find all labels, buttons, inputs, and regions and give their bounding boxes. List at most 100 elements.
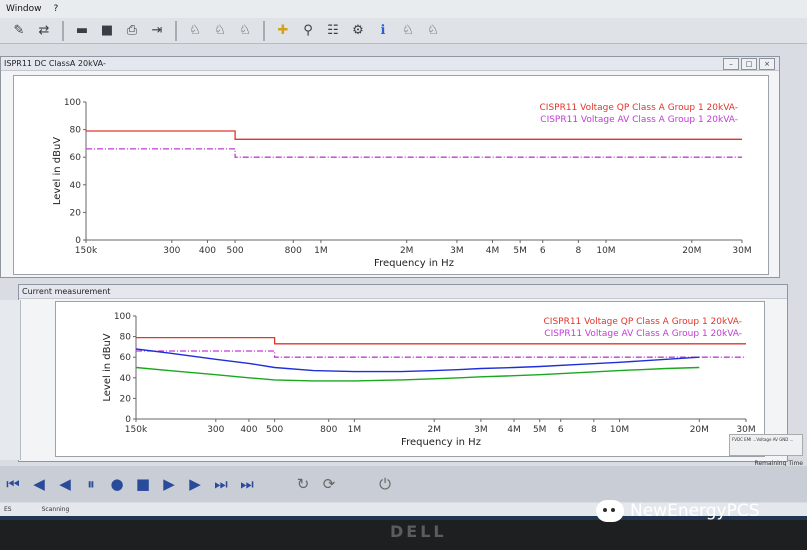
info-icon[interactable]: ℹ (380, 23, 386, 38)
power-icon[interactable]: ⏻ (379, 475, 391, 493)
x-tick-label: 10M (596, 246, 615, 256)
x-tick-label: 20M (682, 246, 701, 256)
back-icon[interactable]: ◀ (59, 475, 71, 493)
x-tick-label: 1M (348, 425, 362, 435)
y-tick-label: 60 (70, 153, 82, 163)
x-tick-label: 20M (690, 425, 709, 435)
toolbar-divider (263, 20, 265, 41)
qp-limit-line (86, 130, 742, 140)
pause-icon[interactable]: ⏸ (87, 475, 95, 493)
x-tick-label: 30M (736, 425, 755, 435)
y-tick-label: 0 (75, 236, 81, 246)
watermark: NewEnergyPCS (596, 500, 760, 522)
record-icon[interactable]: ● (110, 475, 124, 493)
x-tick-label: 500 (226, 246, 243, 256)
x-tick-label: 800 (285, 246, 302, 256)
x-tick-label: 5M (533, 425, 547, 435)
x-tick-label: 4M (486, 246, 500, 256)
y-axis-label: Level in dBuV (102, 333, 113, 401)
stop-icon[interactable]: ■ (135, 475, 151, 493)
forward-icon[interactable]: ▶ (189, 475, 201, 493)
probe-icon[interactable]: ♘ (402, 23, 414, 38)
bottom-chart-window: Current measurement 100 80 60 40 20 0 150k 300 4… (18, 284, 788, 462)
stop-square-icon[interactable]: ■ (100, 23, 114, 38)
x-tick-label: 400 (240, 425, 257, 435)
x-tick-label: 8 (591, 425, 597, 435)
playback-bar: ⏮ ◀ ◀ ⏸ ● ■ ▶ ▶ ⏭ ⏭ ↻ ⟳ ⏻ (0, 466, 807, 502)
status-scanning: Scanning (41, 506, 70, 513)
bottom-window-title: Current measurement (19, 285, 787, 299)
av-limit-line (86, 148, 742, 158)
legend-entry: CISPR11 Voltage AV Class A Group 1 20kVA… (544, 329, 742, 339)
x-tick-label: 500 (266, 425, 283, 435)
x-axis-label: Frequency in Hz (374, 258, 454, 269)
settings-icon[interactable]: ⚙ (352, 23, 364, 38)
bottom-plot-frame: 100 80 60 40 20 0 150k 300 400 500 800 1M 2M 3M 4M 5M 6 8… (55, 301, 765, 457)
step-forward-icon[interactable]: ⏭ (214, 475, 228, 493)
top-plot-frame: 100 80 60 40 20 0 150k 300 400 500 800 1M 2M 3M 4M 5M 6 8… (13, 75, 769, 275)
end-icon[interactable]: ⏭ (240, 475, 254, 493)
sync-icon[interactable]: ⟳ (322, 475, 336, 493)
watermark-text: NewEnergyPCS (630, 501, 760, 521)
y-tick-label: 20 (70, 208, 82, 218)
x-tick-label: 2M (400, 246, 414, 256)
y-tick-label: 100 (64, 98, 81, 108)
monitor-brand-logo: DELL (390, 522, 447, 541)
y-tick-label: 100 (114, 312, 131, 322)
probe-icon[interactable]: ♘ (239, 23, 251, 38)
y-tick-label: 80 (70, 126, 82, 136)
maximize-button[interactable]: □ (741, 58, 757, 70)
monitor-bezel (0, 520, 807, 550)
top-chart-window: ISPR11 DC ClassA 20kVA- – □ × 100 80 60 40 2… (0, 56, 780, 278)
probe-icon[interactable]: ♘ (427, 23, 439, 38)
x-tick-label: 150k (75, 246, 98, 256)
x-tick-label: 300 (163, 246, 180, 256)
probe-icon[interactable]: ♘ (189, 23, 201, 38)
x-tick-label: 3M (474, 425, 488, 435)
legend-entry: CISPR11 Voltage QP Class A Group 1 20kVA… (544, 317, 743, 327)
list-icon[interactable]: ☷ (327, 23, 339, 38)
cursor-cross-icon[interactable]: ✚ (277, 23, 289, 38)
play-icon[interactable]: ▶ (163, 475, 175, 493)
y-axis-label: Level in dBuV (52, 137, 63, 205)
step-back-icon[interactable]: ◀ (33, 475, 45, 493)
x-tick-label: 1M (314, 246, 328, 256)
info-box: FVDC EMI ...Voltage AV GND ... (729, 434, 803, 456)
x-tick-label: 400 (199, 246, 216, 256)
close-button[interactable]: × (759, 58, 775, 70)
screen: Window ? ✎ ⇄ ▬ ■ ⎙ ⇥ ♘ ♘ ♘ ✚ ⚲ ☷ ⚙ ℹ ♘ ♘… (0, 0, 807, 520)
y-tick-label: 20 (120, 394, 132, 404)
x-tick-label: 6 (558, 425, 564, 435)
x-tick-label: 2M (427, 425, 441, 435)
folder-icon[interactable]: ▬ (75, 23, 89, 38)
remaining-time-label: Remaining Time (754, 460, 803, 467)
probe-icon[interactable]: ♘ (214, 23, 226, 38)
qp-trace-line (135, 348, 700, 373)
exit-icon[interactable]: ⇥ (151, 23, 163, 38)
av-trace-line (135, 366, 700, 382)
print-icon[interactable]: ⎙ (126, 23, 138, 38)
legend-entry: CISPR11 Voltage QP Class A Group 1 20kVA… (540, 103, 739, 113)
x-axis-label: Frequency in Hz (401, 437, 481, 448)
side-panel (0, 300, 21, 460)
rewind-start-icon[interactable]: ⏮ (6, 475, 20, 493)
status-left: ES (4, 506, 12, 513)
menu-window[interactable]: Window (6, 4, 42, 14)
export-icon[interactable]: ⇄ (38, 23, 50, 38)
report-icon[interactable]: ✎ (13, 23, 25, 38)
menu-help[interactable]: ? (53, 4, 59, 14)
qp-limit-line (136, 336, 746, 345)
refresh-icon[interactable]: ↻ (296, 475, 310, 493)
x-tick-label: 10M (610, 425, 629, 435)
x-tick-label: 800 (320, 425, 337, 435)
x-tick-label: 3M (450, 246, 464, 256)
bottom-window-title-text: Current measurement (22, 287, 111, 296)
x-tick-label: 6 (540, 246, 546, 256)
y-tick-label: 80 (120, 333, 132, 343)
minimize-button[interactable]: – (723, 58, 739, 70)
marker-icon[interactable]: ⚲ (303, 23, 313, 38)
y-tick-label: 60 (120, 353, 132, 363)
x-tick-label: 30M (732, 246, 751, 256)
